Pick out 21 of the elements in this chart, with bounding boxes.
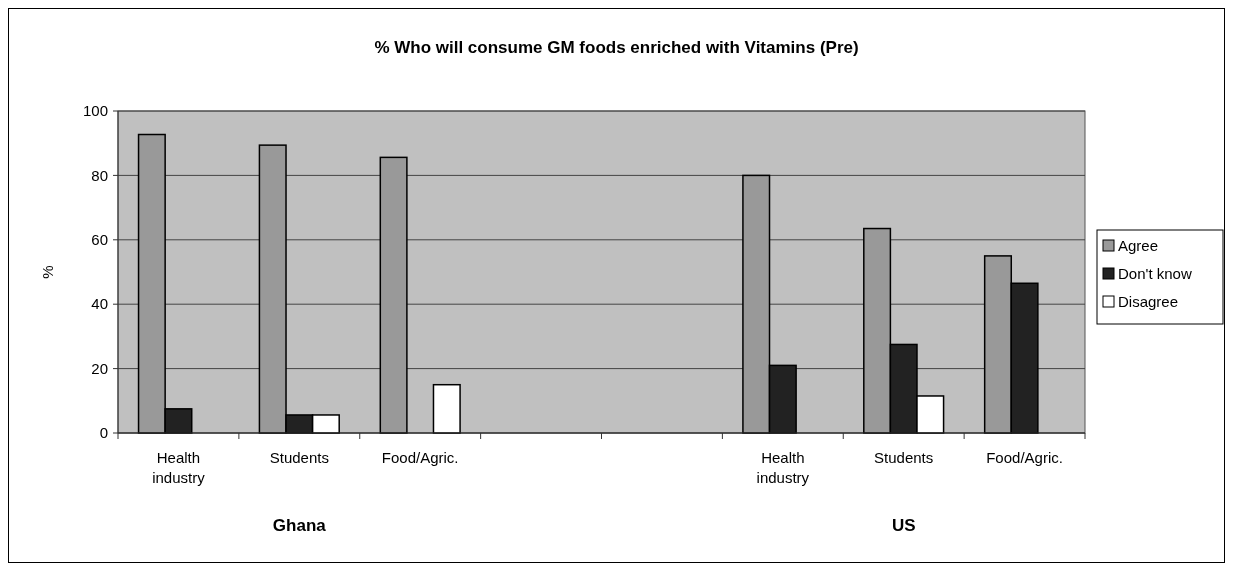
y-tick-label: 40	[91, 295, 108, 313]
x-tick-label: Food/Agric.	[986, 449, 1063, 466]
y-tick-label: 100	[82, 102, 108, 120]
chart-title: % Who will consume GM foods enriched with Vitamins (Pre)	[374, 38, 859, 57]
y-tick-label: 60	[91, 231, 108, 249]
x-tick-label: Students	[874, 449, 934, 466]
y-axis-title: %	[39, 265, 56, 279]
legend-label: Don't know	[1118, 265, 1192, 283]
text: Ghana	[272, 516, 327, 535]
legend-label: Agree	[1118, 237, 1159, 255]
text: US	[891, 516, 916, 535]
bar	[379, 156, 408, 434]
legend-label: Disagree	[1118, 293, 1179, 311]
y-tick-label: 0	[99, 424, 108, 442]
y-tick-label: 80	[91, 166, 108, 184]
bar	[432, 383, 461, 434]
x-tick-label: Students	[269, 449, 329, 466]
x-tick-label: Food/Agric.	[381, 449, 459, 466]
x-tick-label: Health industry	[152, 449, 206, 486]
x-tick-label: Health industry	[756, 449, 810, 486]
y-tick-label: 20	[91, 359, 108, 377]
